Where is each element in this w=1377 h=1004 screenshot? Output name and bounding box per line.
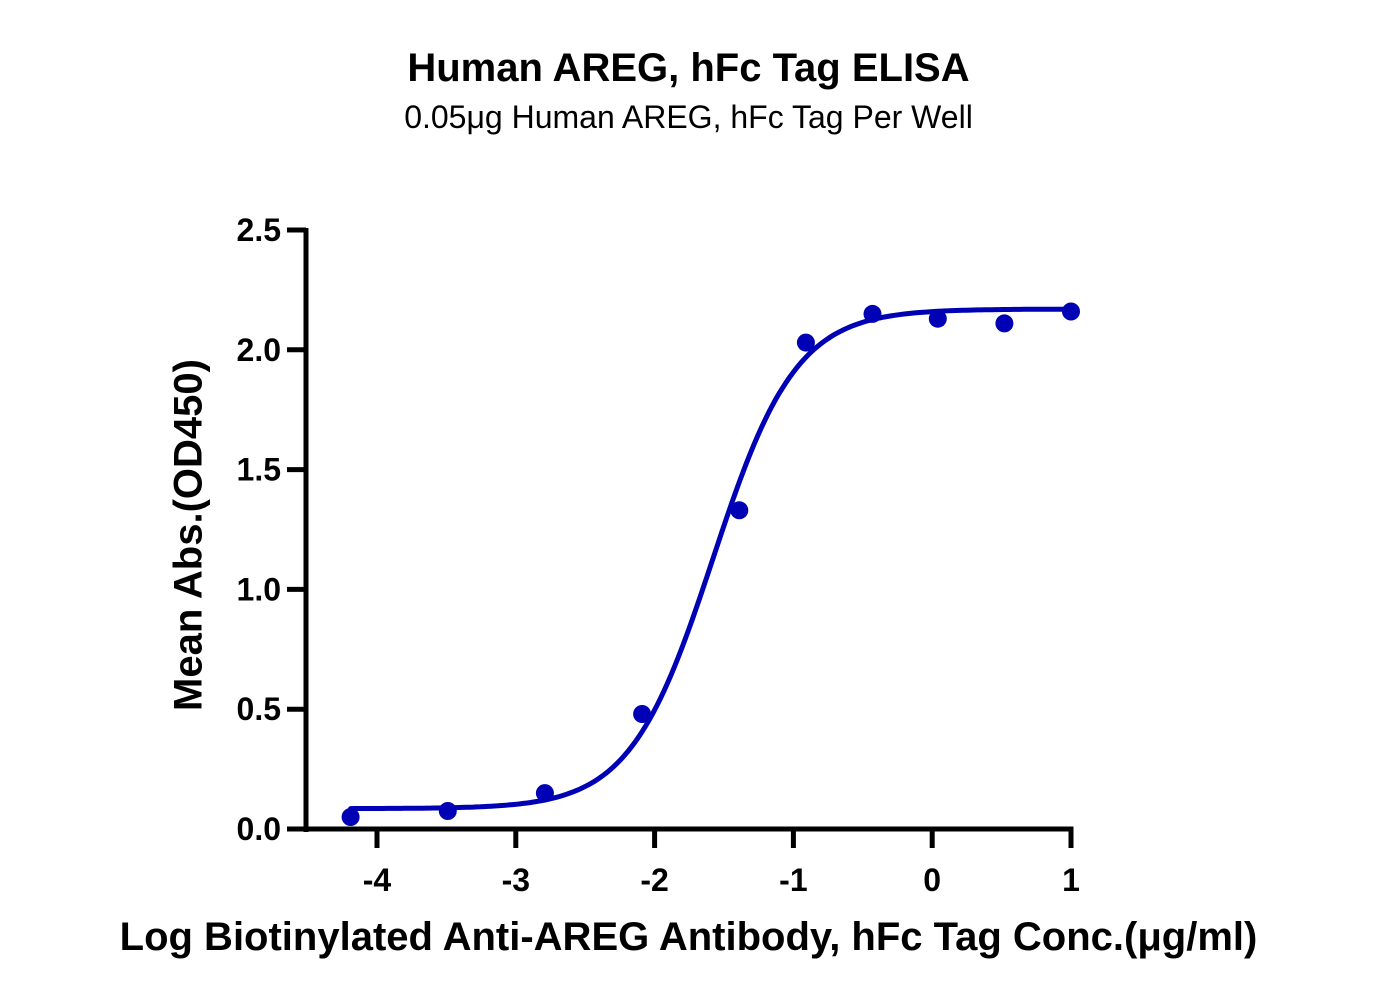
x-axis-label: Log Biotinylated Anti-AREG Antibody, hFc…: [119, 915, 1258, 959]
data-point: [438, 802, 457, 820]
y-tick-label: 0.5: [237, 691, 281, 727]
y-tick-label: 1.0: [237, 571, 281, 607]
data-point: [995, 314, 1014, 333]
data-point: [928, 309, 947, 328]
axes: 0.0 0.5 1.0 1.5 2.0 2.5 -4 -3 -2 -1 0 1: [237, 212, 1080, 898]
data-point: [535, 784, 554, 803]
x-tick-label: -4: [363, 862, 392, 898]
fit-curve-path: [348, 306, 1074, 812]
fit-curve: [348, 306, 1074, 812]
data-point: [633, 705, 652, 723]
y-tick-label: 2.0: [237, 332, 281, 368]
data-point: [1062, 302, 1080, 321]
data-points: [341, 302, 1080, 826]
x-tick-label: -2: [640, 862, 668, 898]
chart-title: Human AREG, hFc Tag ELISA: [407, 46, 970, 90]
data-point: [796, 333, 815, 352]
data-point: [341, 808, 360, 826]
x-tick-label: 1: [1062, 862, 1080, 898]
data-point: [863, 304, 882, 323]
x-tick-label: 0: [923, 862, 941, 898]
y-tick-label: 0.0: [237, 811, 281, 847]
chart-subtitle: 0.05μg Human AREG, hFc Tag Per Well: [404, 99, 973, 135]
y-tick-label: 1.5: [237, 452, 281, 488]
x-tick-label: -1: [779, 862, 807, 898]
y-tick-label: 2.5: [237, 212, 281, 248]
data-point: [730, 501, 749, 520]
x-tick-label: -3: [502, 862, 530, 898]
